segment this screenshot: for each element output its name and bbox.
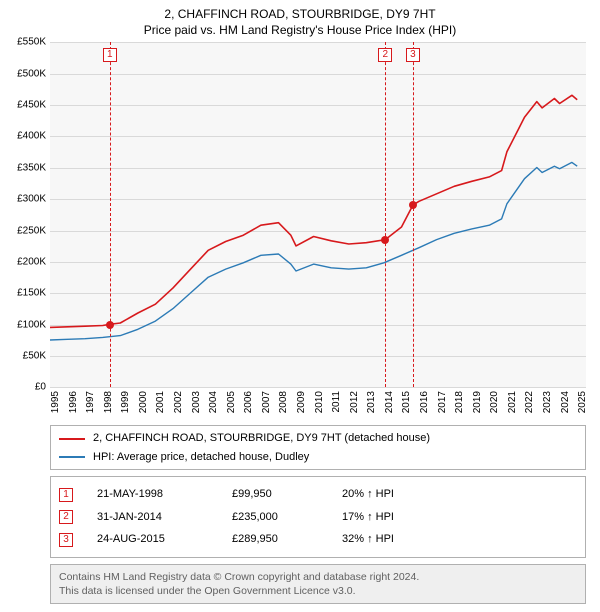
title-block: 2, CHAFFINCH ROAD, STOURBRIDGE, DY9 7HT … [8, 6, 592, 38]
event-row: 3 24-AUG-2015£289,95032% ↑ HPI [59, 528, 577, 551]
x-axis-label: 2016 [419, 391, 430, 413]
sale-marker-line [413, 42, 414, 387]
sale-marker-badge: 3 [406, 48, 420, 62]
event-delta: 32% ↑ HPI [342, 531, 394, 548]
x-axis-label: 1999 [120, 391, 131, 413]
legend-swatch [59, 438, 85, 440]
legend-box: 2, CHAFFINCH ROAD, STOURBRIDGE, DY9 7HT … [50, 425, 586, 470]
chart-lines [50, 42, 586, 387]
event-delta: 17% ↑ HPI [342, 509, 394, 526]
y-axis-label: £550K [17, 37, 46, 48]
legend-label: 2, CHAFFINCH ROAD, STOURBRIDGE, DY9 7HT … [93, 430, 430, 447]
legend-swatch [59, 456, 85, 458]
x-axis-label: 2003 [191, 391, 202, 413]
x-axis-label: 2008 [278, 391, 289, 413]
sale-marker-dot [106, 321, 114, 329]
x-axis-label: 2024 [560, 391, 571, 413]
x-axis-label: 2000 [138, 391, 149, 413]
x-axis-label: 2023 [542, 391, 553, 413]
gridline-h [50, 387, 586, 388]
x-axis-label: 2004 [208, 391, 219, 413]
y-axis-label: £50K [23, 351, 46, 362]
x-axis-label: 2007 [261, 391, 272, 413]
x-axis-label: 2001 [155, 391, 166, 413]
y-axis-label: £250K [17, 225, 46, 236]
legend-row: 2, CHAFFINCH ROAD, STOURBRIDGE, DY9 7HT … [59, 429, 577, 448]
y-axis-label: £300K [17, 194, 46, 205]
x-axis-label: 2015 [401, 391, 412, 413]
x-axis-label: 2009 [296, 391, 307, 413]
event-row: 1 21-MAY-1998£99,95020% ↑ HPI [59, 483, 577, 506]
event-delta: 20% ↑ HPI [342, 486, 394, 503]
x-axis-label: 2006 [243, 391, 254, 413]
x-axis-label: 1998 [103, 391, 114, 413]
event-price: £99,950 [232, 486, 342, 503]
event-badge: 3 [59, 533, 73, 547]
event-price: £289,950 [232, 531, 342, 548]
legend-label: HPI: Average price, detached house, Dudl… [93, 449, 309, 466]
x-axis-label: 2012 [349, 391, 360, 413]
x-axis-label: 2014 [384, 391, 395, 413]
x-axis-label: 2010 [314, 391, 325, 413]
event-date: 21-MAY-1998 [97, 486, 232, 503]
x-axis-label: 1996 [68, 391, 79, 413]
sale-marker-badge: 2 [378, 48, 392, 62]
sale-marker-line [110, 42, 111, 387]
title-subtitle: Price paid vs. HM Land Registry's House … [8, 22, 592, 38]
x-axis-label: 2017 [437, 391, 448, 413]
x-axis-label: 1997 [85, 391, 96, 413]
legend-row: HPI: Average price, detached house, Dudl… [59, 448, 577, 467]
x-axis-label: 2019 [472, 391, 483, 413]
x-axis-label: 2002 [173, 391, 184, 413]
sale-marker-badge: 1 [103, 48, 117, 62]
series-line-property [50, 96, 577, 328]
event-date: 24-AUG-2015 [97, 531, 232, 548]
y-axis-label: £0 [35, 382, 46, 393]
event-badge: 2 [59, 510, 73, 524]
events-box: 1 21-MAY-1998£99,95020% ↑ HPI 2 31-JAN-2014… [50, 476, 586, 558]
sale-marker-line [385, 42, 386, 387]
x-axis-label: 2013 [366, 391, 377, 413]
sale-marker-dot [409, 201, 417, 209]
x-axis-label: 2022 [524, 391, 535, 413]
sale-marker-dot [381, 236, 389, 244]
event-badge: 1 [59, 488, 73, 502]
x-axis-label: 2018 [454, 391, 465, 413]
y-axis-label: £500K [17, 68, 46, 79]
chart-area: £0£50K£100K£150K£200K£250K£300K£350K£400… [50, 42, 586, 387]
y-axis-label: £350K [17, 162, 46, 173]
y-axis-label: £450K [17, 100, 46, 111]
event-price: £235,000 [232, 509, 342, 526]
y-axis-label: £100K [17, 319, 46, 330]
y-axis-label: £400K [17, 131, 46, 142]
x-axis-label: 2025 [577, 391, 588, 413]
event-date: 31-JAN-2014 [97, 509, 232, 526]
x-axis-label: 2005 [226, 391, 237, 413]
y-axis-label: £200K [17, 256, 46, 267]
chart-container: 2, CHAFFINCH ROAD, STOURBRIDGE, DY9 7HT … [0, 0, 600, 612]
license-line1: Contains HM Land Registry data © Crown c… [59, 570, 577, 584]
x-axis-label: 1995 [50, 391, 61, 413]
x-axis-label: 2011 [331, 391, 342, 413]
y-axis-label: £150K [17, 288, 46, 299]
license-line2: This data is licensed under the Open Gov… [59, 584, 577, 598]
event-row: 2 31-JAN-2014£235,00017% ↑ HPI [59, 506, 577, 529]
title-address: 2, CHAFFINCH ROAD, STOURBRIDGE, DY9 7HT [8, 6, 592, 22]
license-box: Contains HM Land Registry data © Crown c… [50, 564, 586, 604]
x-axis-label: 2021 [507, 391, 518, 413]
x-axis-label: 2020 [489, 391, 500, 413]
series-line-hpi [50, 163, 577, 341]
